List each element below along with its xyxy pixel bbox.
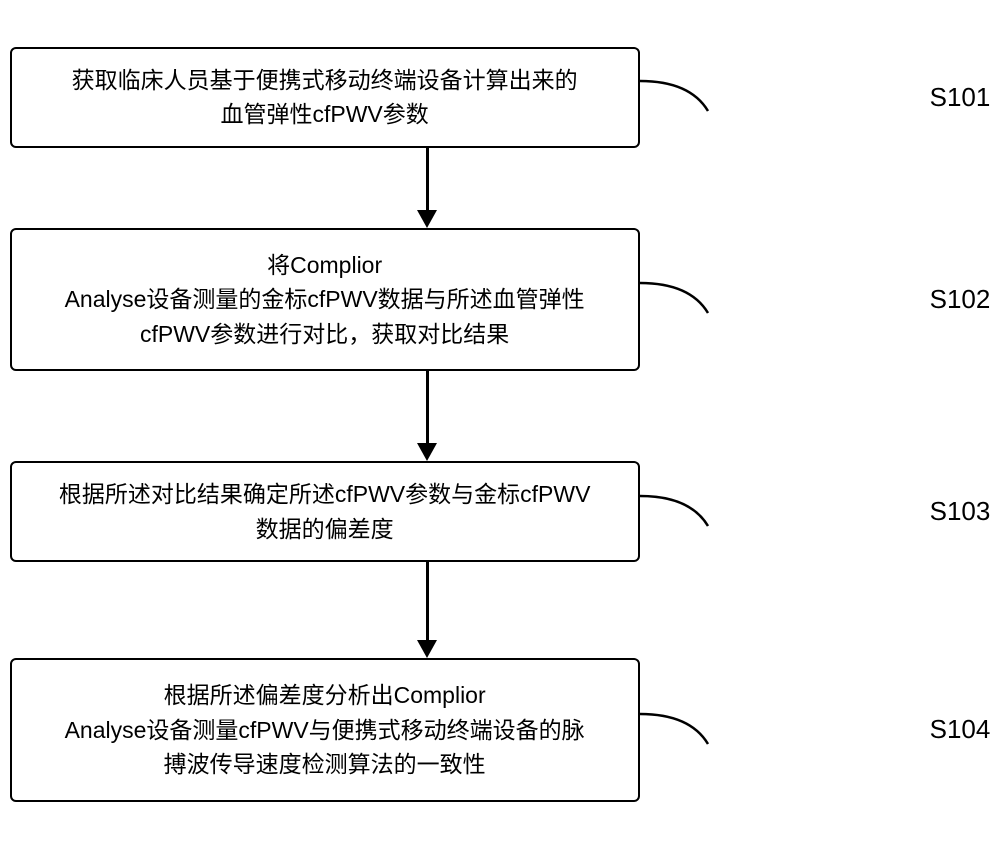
- text-line: 根据所述对比结果确定所述cfPWV参数与金标cfPWV: [59, 481, 591, 507]
- arrow-head-icon: [417, 640, 437, 658]
- step-box-s104: 根据所述偏差度分析出Complior Analyse设备测量cfPWV与便携式移…: [10, 658, 640, 802]
- step-box-s102: 将Complior Analyse设备测量的金标cfPWV数据与所述血管弹性 c…: [10, 228, 640, 372]
- text-line: 获取临床人员基于便携式移动终端设备计算出来的: [72, 67, 578, 93]
- arrow-line: [426, 371, 429, 443]
- step-text: 根据所述偏差度分析出Complior Analyse设备测量cfPWV与便携式移…: [32, 678, 618, 782]
- curve-icon: [640, 494, 715, 530]
- step-row-s101: 获取临床人员基于便携式移动终端设备计算出来的 血管弹性cfPWV参数 S101: [10, 47, 991, 148]
- flowchart-container: 获取临床人员基于便携式移动终端设备计算出来的 血管弹性cfPWV参数 S101 …: [10, 47, 991, 802]
- step-label-s102: S102: [930, 284, 991, 315]
- step-box-s101: 获取临床人员基于便携式移动终端设备计算出来的 血管弹性cfPWV参数: [10, 47, 640, 148]
- arrow-head-icon: [417, 210, 437, 228]
- step-label-s101: S101: [930, 82, 991, 113]
- curve-icon: [640, 79, 715, 115]
- arrow-line: [426, 148, 429, 210]
- text-line: cfPWV参数进行对比，获取对比结果: [140, 321, 509, 347]
- step-row-s102: 将Complior Analyse设备测量的金标cfPWV数据与所述血管弹性 c…: [10, 228, 991, 372]
- text-line: 将Complior: [267, 252, 382, 278]
- text-line: 搏波传导速度检测算法的一致性: [164, 751, 486, 777]
- step-row-s104: 根据所述偏差度分析出Complior Analyse设备测量cfPWV与便携式移…: [10, 658, 991, 802]
- step-text: 获取临床人员基于便携式移动终端设备计算出来的 血管弹性cfPWV参数: [32, 63, 618, 132]
- arrow-head-icon: [417, 443, 437, 461]
- text-line: 血管弹性cfPWV参数: [220, 101, 428, 127]
- text-line: 根据所述偏差度分析出Complior: [164, 682, 486, 708]
- curve-icon: [640, 281, 715, 317]
- arrow-line: [426, 562, 429, 640]
- step-row-s103: 根据所述对比结果确定所述cfPWV参数与金标cfPWV 数据的偏差度 S103: [10, 461, 991, 562]
- step-text: 将Complior Analyse设备测量的金标cfPWV数据与所述血管弹性 c…: [32, 248, 618, 352]
- curve-icon: [640, 712, 715, 748]
- arrow-down: [417, 371, 437, 461]
- arrow-down: [417, 562, 437, 658]
- arrow-down: [417, 148, 437, 228]
- text-line: Analyse设备测量cfPWV与便携式移动终端设备的脉: [65, 717, 585, 743]
- step-label-s103: S103: [930, 496, 991, 527]
- text-line: Analyse设备测量的金标cfPWV数据与所述血管弹性: [65, 286, 585, 312]
- step-box-s103: 根据所述对比结果确定所述cfPWV参数与金标cfPWV 数据的偏差度: [10, 461, 640, 562]
- text-line: 数据的偏差度: [256, 516, 394, 542]
- step-label-s104: S104: [930, 714, 991, 745]
- step-text: 根据所述对比结果确定所述cfPWV参数与金标cfPWV 数据的偏差度: [32, 477, 618, 546]
